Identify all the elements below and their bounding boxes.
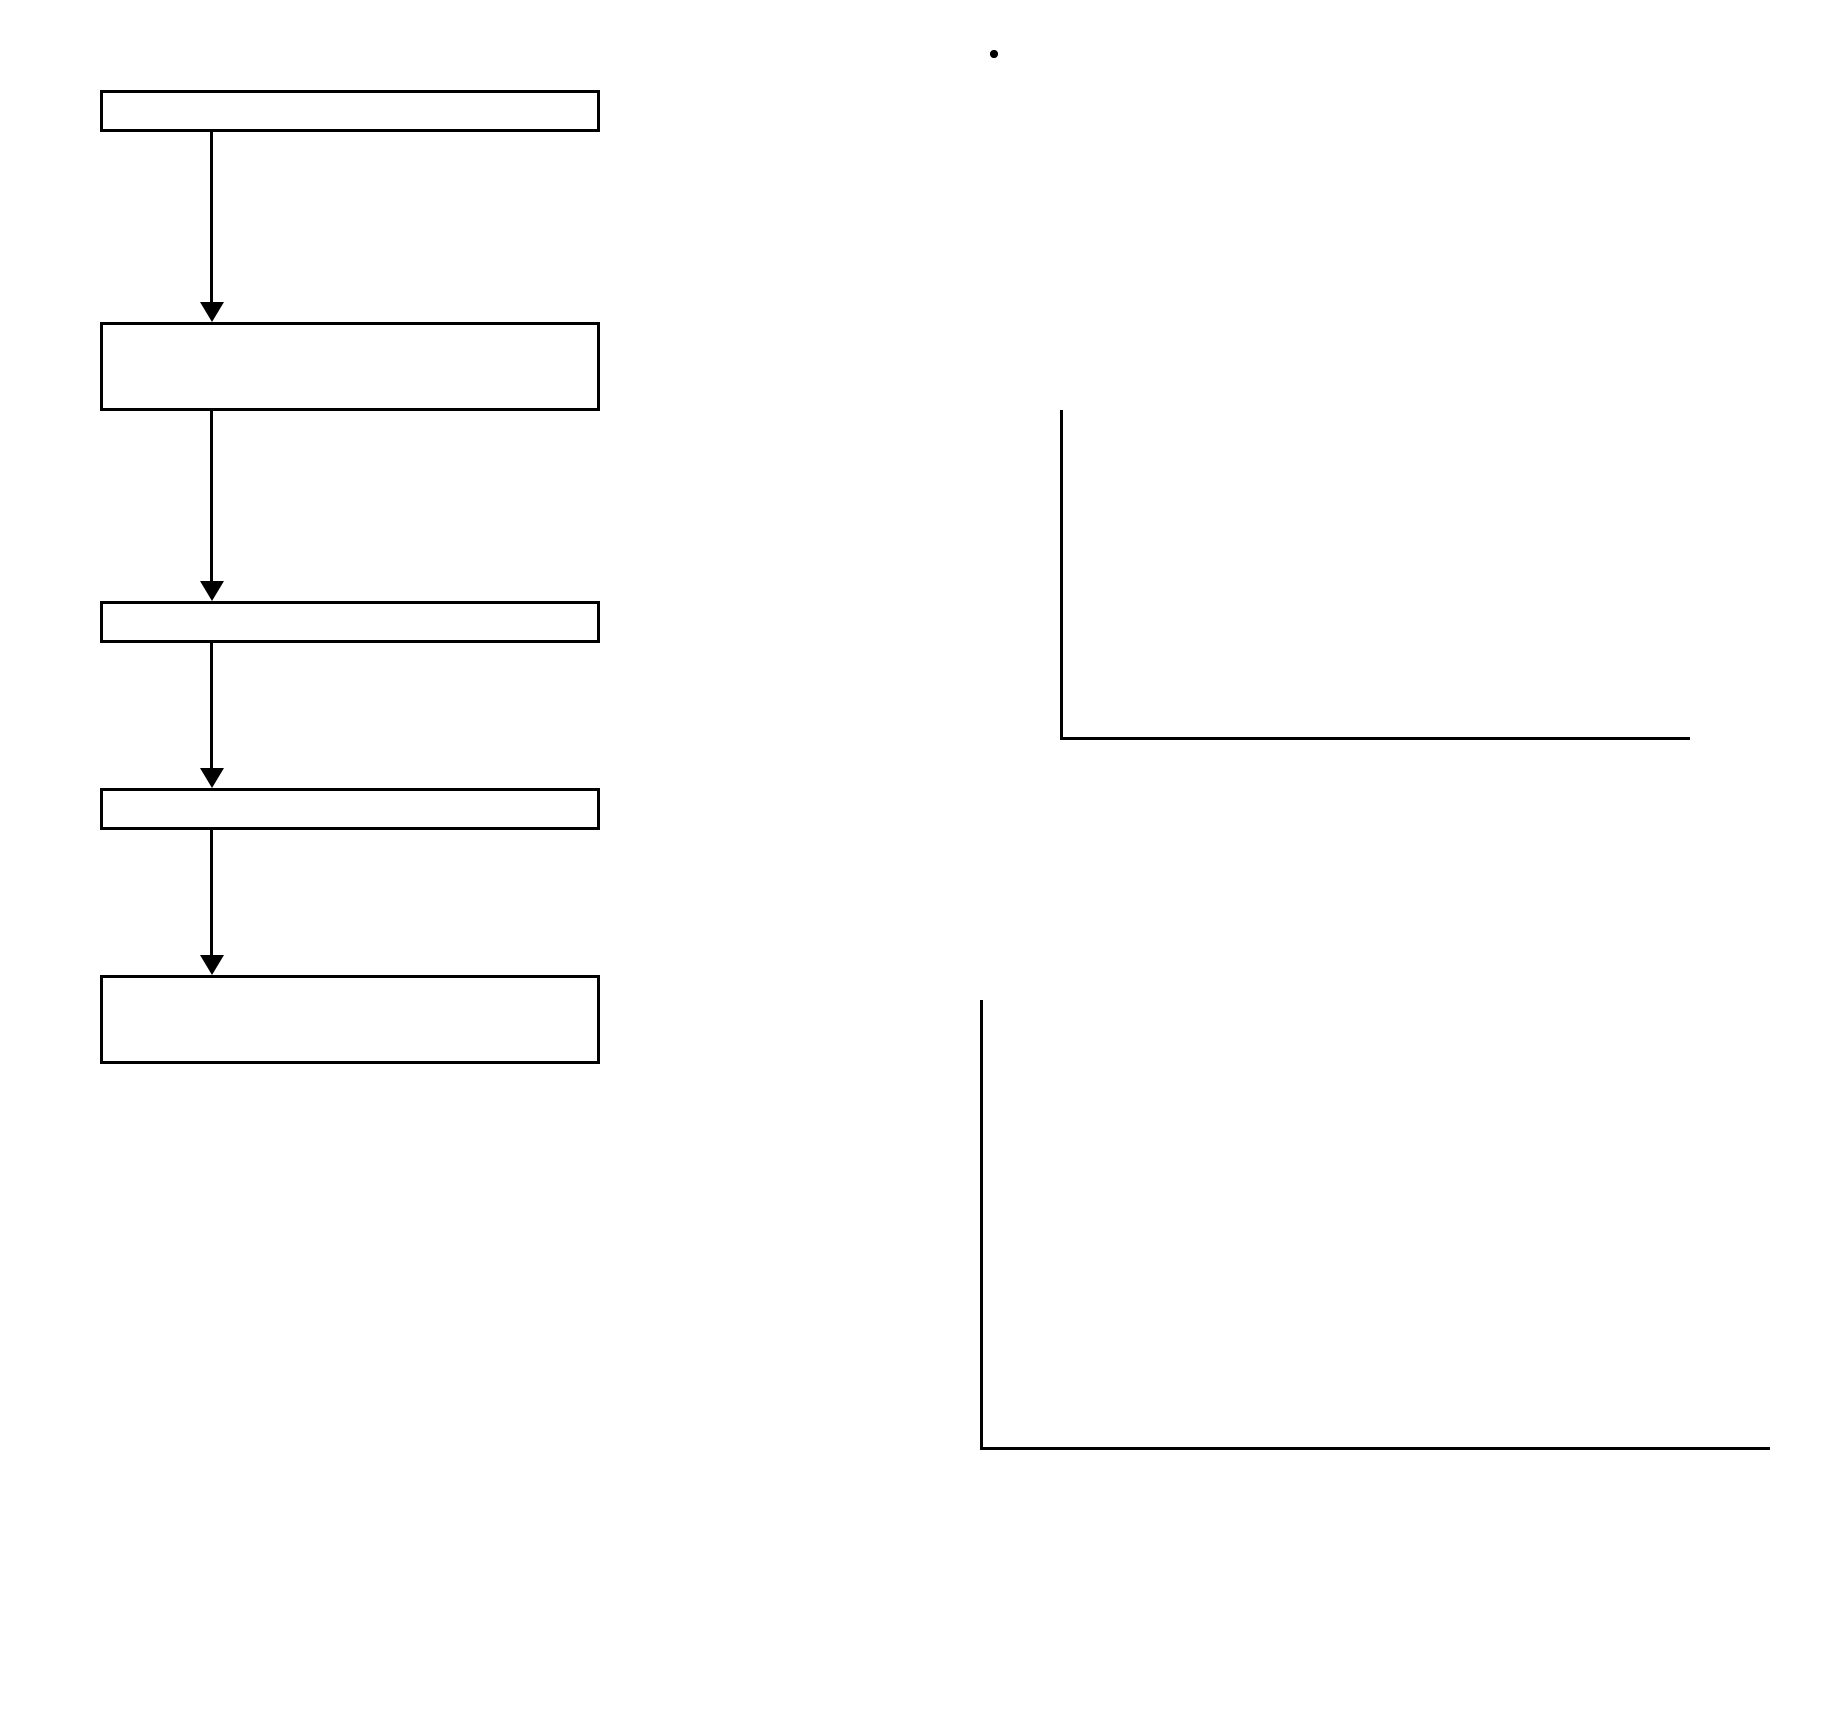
venn-diagram <box>990 50 1640 330</box>
flow-box-circ <box>100 788 600 830</box>
flow-arrow-2 <box>210 643 750 788</box>
flow-arrow-0 <box>210 132 750 322</box>
panel-b <box>780 20 1809 350</box>
venn-right-circle <box>990 50 998 58</box>
panel-c <box>780 350 1809 920</box>
flow-box-transcripts <box>100 601 600 643</box>
flow-box-de <box>100 975 600 1064</box>
flow-box-raw <box>100 90 600 132</box>
flow-box-mapped <box>100 322 600 411</box>
panel-d <box>780 920 1809 1700</box>
chartd-plot-area <box>980 1000 1770 1450</box>
chartc-plot-area <box>1060 410 1690 740</box>
flow-arrow-1 <box>210 411 750 601</box>
panel-a <box>20 20 780 1690</box>
flow-arrow-3 <box>210 830 750 975</box>
